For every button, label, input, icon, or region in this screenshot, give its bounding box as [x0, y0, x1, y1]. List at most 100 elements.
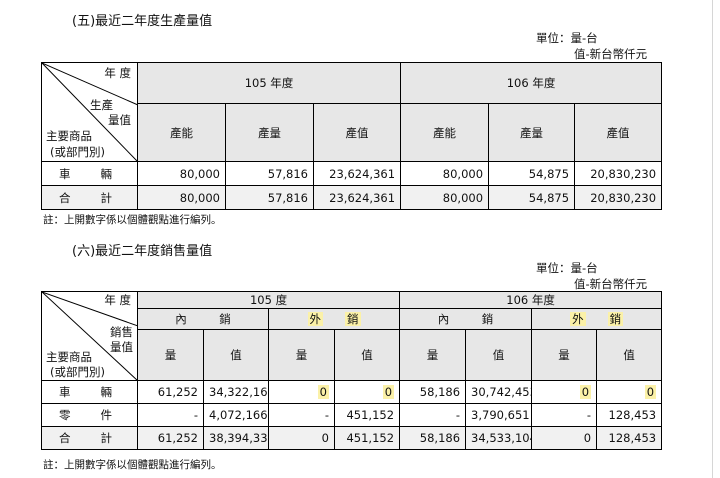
market-header-export: 外銷: [531, 308, 663, 330]
table-cell: 57,816: [225, 185, 314, 210]
table-cell: -: [399, 403, 467, 427]
table-row: 零件 - 4,072,166 - 451,152 - 3,790,651 - 1…: [41, 403, 663, 427]
corner-product-label-1: 主要商品: [46, 129, 92, 143]
production-footnote: 註：上開數字係以個體觀點進行編列。: [43, 214, 222, 226]
column-header: 產能: [400, 103, 490, 162]
column-header: 產值: [574, 103, 663, 162]
corner-item-label-2: 量值: [108, 113, 131, 127]
table-cell: 20,830,230: [574, 161, 663, 186]
table-cell: 58,186: [399, 426, 467, 450]
year-header-106: 106 年度: [400, 62, 663, 104]
sales-unit-value: 值-新台幣仟元: [574, 277, 648, 291]
table-cell: 30,742,453: [465, 380, 533, 404]
corner-diagonal-lines: [42, 63, 137, 161]
corner-item-label-1: 生產: [90, 98, 113, 112]
table-cell: 34,533,104: [465, 426, 533, 450]
corner-product-label-2: (或部門別): [50, 365, 105, 379]
production-unit-value: 值-新台幣仟元: [574, 47, 648, 61]
table-cell: -: [531, 403, 598, 427]
table-cell: 61,252: [137, 426, 204, 450]
market-header-domestic: 內銷: [399, 308, 533, 330]
row-label: 合計: [41, 185, 138, 210]
market-header-domestic: 內銷: [137, 308, 269, 330]
table-cell: 80,000: [400, 161, 490, 186]
table-cell: 451,152: [333, 426, 401, 450]
table-cell: 80,000: [137, 161, 226, 186]
row-label: 零件: [41, 403, 138, 427]
corner-item-label-1: 銷售: [110, 325, 133, 339]
table-cell: 54,875: [488, 161, 576, 186]
column-header: 量: [268, 329, 335, 381]
table-cell: 57,816: [225, 161, 314, 186]
corner-diagonal-lines: [42, 292, 137, 380]
production-table: 年 度 生產 量值 主要商品 (或部門別) 105 年度 106 年度 產能 產…: [41, 62, 663, 210]
corner-product-label-1: 主要商品: [46, 350, 92, 364]
table-cell: -: [268, 403, 335, 427]
row-label-char: 合: [59, 190, 71, 205]
table-cell: 61,252: [137, 380, 204, 404]
table-cell: 0: [268, 426, 335, 450]
table-cell: 80,000: [400, 185, 490, 210]
table-cell: 58,186: [399, 380, 467, 404]
sales-corner-header: 年 度 銷售 量值 主要商品 (或部門別): [41, 291, 138, 381]
table-cell: 23,624,361: [312, 161, 402, 186]
row-label-char: 輛: [100, 166, 113, 181]
table-cell: 54,875: [488, 185, 576, 210]
column-header: 量: [531, 329, 598, 381]
corner-product-label-2: (或部門別): [50, 145, 105, 159]
column-header: 產量: [488, 103, 576, 162]
column-header: 產能: [137, 103, 226, 162]
table-cell: 3,790,651: [465, 403, 533, 427]
column-header: 值: [203, 329, 269, 381]
row-label-char: 計: [100, 190, 113, 205]
table-cell: -: [137, 403, 204, 427]
table-cell: 20,830,230: [574, 185, 663, 210]
table-cell: 0: [268, 380, 335, 404]
corner-year-label: 年 度: [104, 66, 131, 80]
year-header-105: 105 度: [136, 291, 401, 309]
row-label: 車輛: [41, 161, 138, 186]
row-label-char: 合: [59, 431, 71, 445]
column-header: 值: [465, 329, 533, 381]
sales-table: 年 度 銷售 量值 主要商品 (或部門別) 105 度 106 年度 內銷 外銷…: [41, 291, 663, 450]
table-row: 車輛 80,000 57,816 23,624,361 80,000 54,87…: [41, 161, 663, 186]
column-header: 值: [333, 329, 401, 381]
production-unit-quantity: 單位：量-台: [536, 31, 598, 45]
production-corner-header: 年 度 生產 量值 主要商品 (或部門別): [41, 62, 138, 162]
table-row: 合計 80,000 57,816 23,624,361 80,000 54,87…: [41, 185, 663, 210]
production-title: (五)最近二年度生產量值: [72, 14, 213, 29]
row-label-char: 計: [100, 431, 113, 445]
table-cell: 4,072,166: [203, 403, 269, 427]
row-label: 合計: [41, 426, 138, 450]
row-label-char: 件: [100, 408, 113, 422]
market-header-export: 外銷: [267, 308, 401, 330]
year-header-105: 105 年度: [136, 62, 402, 104]
column-header: 量: [399, 329, 467, 381]
table-cell: 451,152: [333, 403, 401, 427]
table-cell: 0: [531, 426, 598, 450]
table-row: 車輛 61,252 34,322,168 0 0 58,186 30,742,4…: [41, 380, 663, 404]
table-cell: 128,453: [596, 403, 663, 427]
table-cell: 23,624,361: [312, 185, 402, 210]
corner-year-label: 年 度: [104, 293, 131, 307]
table-cell: 0: [596, 380, 663, 404]
table-cell: 0: [333, 380, 401, 404]
sales-footnote: 註：上開數字係以個體觀點進行編列。: [43, 459, 222, 471]
row-label: 車輛: [41, 380, 138, 404]
table-cell: 0: [531, 380, 598, 404]
sales-unit-quantity: 單位：量-台: [536, 261, 598, 275]
row-label-char: 車: [59, 166, 71, 181]
column-header: 產量: [225, 103, 314, 162]
column-header: 值: [596, 329, 663, 381]
column-header: 量: [137, 329, 204, 381]
table-cell: 128,453: [596, 426, 663, 450]
table-row: 合計 61,252 38,394,334 0 451,152 58,186 34…: [41, 426, 663, 450]
page-edge: [712, 0, 713, 478]
table-cell: 38,394,334: [203, 426, 269, 450]
year-header-106: 106 年度: [399, 291, 663, 309]
corner-item-label-2: 量值: [110, 340, 133, 354]
sales-title: (六)最近二年度銷售量值: [72, 244, 213, 259]
row-label-char: 零: [59, 408, 71, 422]
row-label-char: 車: [59, 385, 71, 399]
row-label-char: 輛: [100, 385, 113, 399]
